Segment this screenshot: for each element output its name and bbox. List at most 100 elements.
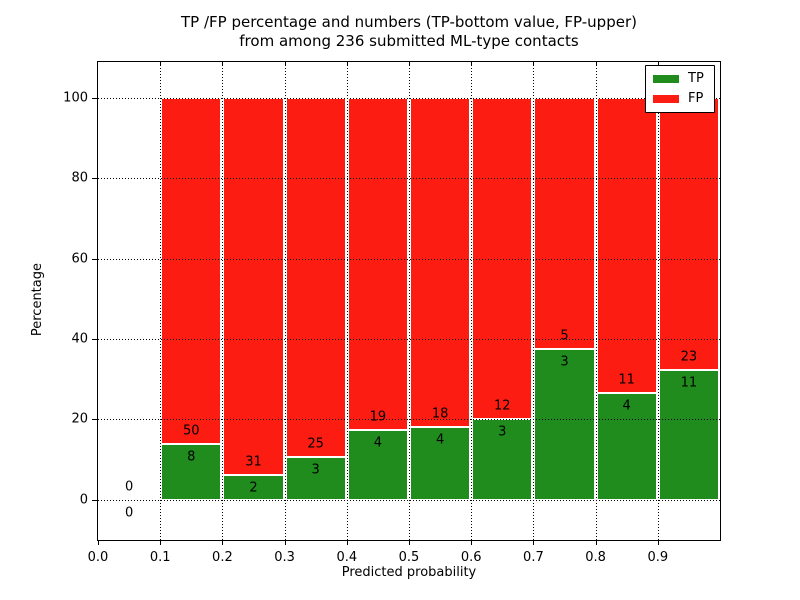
bar-count-fp-6: 12 — [494, 398, 511, 414]
chart-title: TP /FP percentage and numbers (TP-bottom… — [98, 13, 720, 51]
x-tick-0.8 — [595, 540, 597, 545]
bar-count-tp-2: 2 — [249, 480, 258, 496]
bar-count-fp-8: 11 — [618, 372, 635, 388]
x-tick-0.2 — [222, 540, 224, 545]
x-tick-label-0.4: 0.4 — [336, 550, 358, 565]
y-axis-label-wrap: Percentage — [30, 61, 45, 539]
x-tick-top-0.5 — [409, 62, 410, 66]
x-tick-label-0.5: 0.5 — [398, 550, 420, 565]
y-tick-label-20: 20 — [71, 411, 88, 427]
gridline-x-0.8 — [595, 62, 597, 540]
bar-segment-fp-2 — [223, 98, 284, 476]
x-tick-label-0.3: 0.3 — [274, 550, 295, 565]
x-tick-label-0.1: 0.1 — [149, 550, 171, 565]
bar-segment-tp-8 — [596, 392, 657, 500]
gridline-x-0.5 — [409, 62, 410, 540]
bar-count-fp-1: 50 — [183, 423, 200, 439]
bar-segment-fp-5 — [410, 98, 471, 427]
bar-count-fp-9: 23 — [680, 349, 698, 365]
y-tick-label-0: 0 — [79, 492, 88, 508]
bar-count-fp-4: 19 — [369, 409, 387, 425]
x-tick-label-0: 0.0 — [87, 550, 109, 565]
y-tick-label-80: 80 — [71, 170, 88, 186]
bar-count-fp-2: 31 — [245, 454, 262, 470]
x-tick-top-0.7 — [533, 62, 535, 66]
chart-title-line-2: from among 236 submitted ML-type contact… — [239, 32, 579, 50]
bar-segment-fp-1 — [161, 98, 222, 445]
bar-count-tp-0: 0 — [124, 505, 134, 521]
x-tick-top-0.4 — [346, 62, 348, 66]
bar-segment-fp-9 — [658, 98, 719, 370]
x-tick-label-0.6: 0.6 — [460, 550, 482, 565]
y-axis-label: Percentage — [30, 263, 45, 337]
plot-area: 0 0 50 8 31 2 25 3 19 4 18 4 12 3 5 3 11 4 23 11 0 20 40 60 80 10… — [63, 61, 721, 565]
legend-label-tp: TP — [688, 71, 704, 86]
gridline-x-0.1 — [160, 62, 162, 540]
x-tick-label-0.8: 0.8 — [585, 550, 606, 565]
x-tick-label-0.9: 0.9 — [647, 550, 669, 565]
x-axis-label: Predicted probability — [341, 565, 477, 580]
bar-count-tp-1: 8 — [187, 449, 196, 465]
gridline-x-0.6 — [471, 62, 473, 540]
bar-count-tp-9: 11 — [680, 375, 698, 391]
y-tick-0 — [92, 499, 98, 501]
x-tick-0.7 — [533, 540, 535, 545]
bar-segment-fp-3 — [285, 98, 346, 457]
x-tick-label-0.2: 0.2 — [212, 550, 233, 565]
chart-title-line-1: TP /FP percentage and numbers (TP-bottom… — [181, 13, 637, 31]
x-tick-top-0.8 — [595, 62, 597, 66]
bar-count-fp-5: 18 — [431, 406, 449, 422]
bar-segment-tp-7 — [534, 349, 595, 500]
gridline-x-0.7 — [533, 62, 535, 540]
bar-count-tp-4: 4 — [373, 435, 383, 451]
x-tick-0.5 — [409, 540, 410, 545]
legend-entry-fp: FP — [653, 92, 707, 106]
bar-segment-tp-4 — [347, 429, 408, 500]
x-tick-top-0.3 — [284, 62, 286, 66]
bar-count-fp-7: 5 — [560, 328, 569, 344]
y-tick-label-60: 60 — [71, 251, 88, 267]
x-tick-0.9 — [657, 540, 659, 545]
bar-segment-tp-3 — [285, 456, 346, 500]
legend-entry-tp: TP — [653, 72, 707, 86]
bar-segment-tp-6 — [472, 419, 533, 500]
x-tick-top-0.2 — [222, 62, 224, 66]
bar-count-tp-5: 4 — [435, 432, 445, 448]
legend-swatch-fp — [653, 95, 679, 103]
bar-count-fp-3: 25 — [307, 436, 324, 452]
bar-segment-fp-4 — [347, 98, 408, 430]
x-tick-0.4 — [346, 540, 348, 545]
x-tick-0.1 — [160, 540, 162, 545]
bar-segment-tp-2 — [223, 475, 284, 500]
x-tick-0.3 — [284, 540, 286, 545]
x-tick-top-0.9 — [657, 62, 659, 66]
y-tick-80 — [92, 178, 98, 180]
bar-count-tp-8: 4 — [622, 398, 631, 414]
bar-segment-fp-7 — [534, 98, 595, 350]
x-tick-top-0.6 — [471, 62, 473, 66]
gridline-x-0.3 — [284, 62, 286, 540]
bar-count-tp-7: 3 — [560, 354, 569, 370]
bar-segment-tp-5 — [410, 426, 471, 500]
legend-label-fp: FP — [688, 91, 704, 106]
bar-segment-fp-8 — [596, 98, 657, 393]
y-tick-100 — [92, 98, 98, 100]
x-tick-top-0.1 — [160, 62, 162, 66]
bar-count-tp-3: 3 — [311, 462, 320, 478]
legend: TP FP — [645, 65, 715, 113]
y-tick-label-40: 40 — [71, 331, 88, 347]
gridline-x-0.4 — [346, 62, 348, 540]
gridline-x-0.2 — [222, 62, 224, 540]
gridline-x-0.9 — [657, 62, 659, 540]
legend-swatch-tp — [653, 75, 679, 83]
bar-segment-tp-9 — [658, 369, 719, 500]
x-tick-0.6 — [471, 540, 473, 545]
y-tick-40 — [92, 339, 98, 341]
y-tick-20 — [92, 419, 98, 421]
bar-count-tp-6: 3 — [498, 424, 507, 440]
bar-count-fp-0: 0 — [124, 479, 134, 495]
y-tick-label-100: 100 — [63, 90, 88, 106]
bar-segment-tp-1 — [161, 444, 222, 500]
x-tick-0 — [98, 540, 99, 545]
